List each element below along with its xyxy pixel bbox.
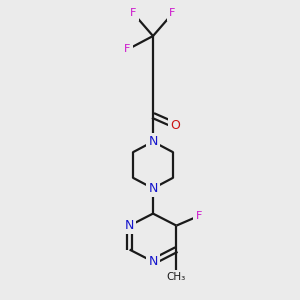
Text: F: F: [130, 8, 137, 19]
Text: F: F: [124, 44, 131, 55]
Text: N: N: [148, 182, 158, 195]
Text: CH₃: CH₃: [167, 272, 186, 282]
Text: O: O: [171, 119, 180, 132]
Text: N: N: [125, 219, 134, 232]
Text: N: N: [148, 255, 158, 268]
Text: F: F: [169, 8, 176, 19]
Text: N: N: [148, 135, 158, 148]
Text: F: F: [195, 211, 202, 221]
